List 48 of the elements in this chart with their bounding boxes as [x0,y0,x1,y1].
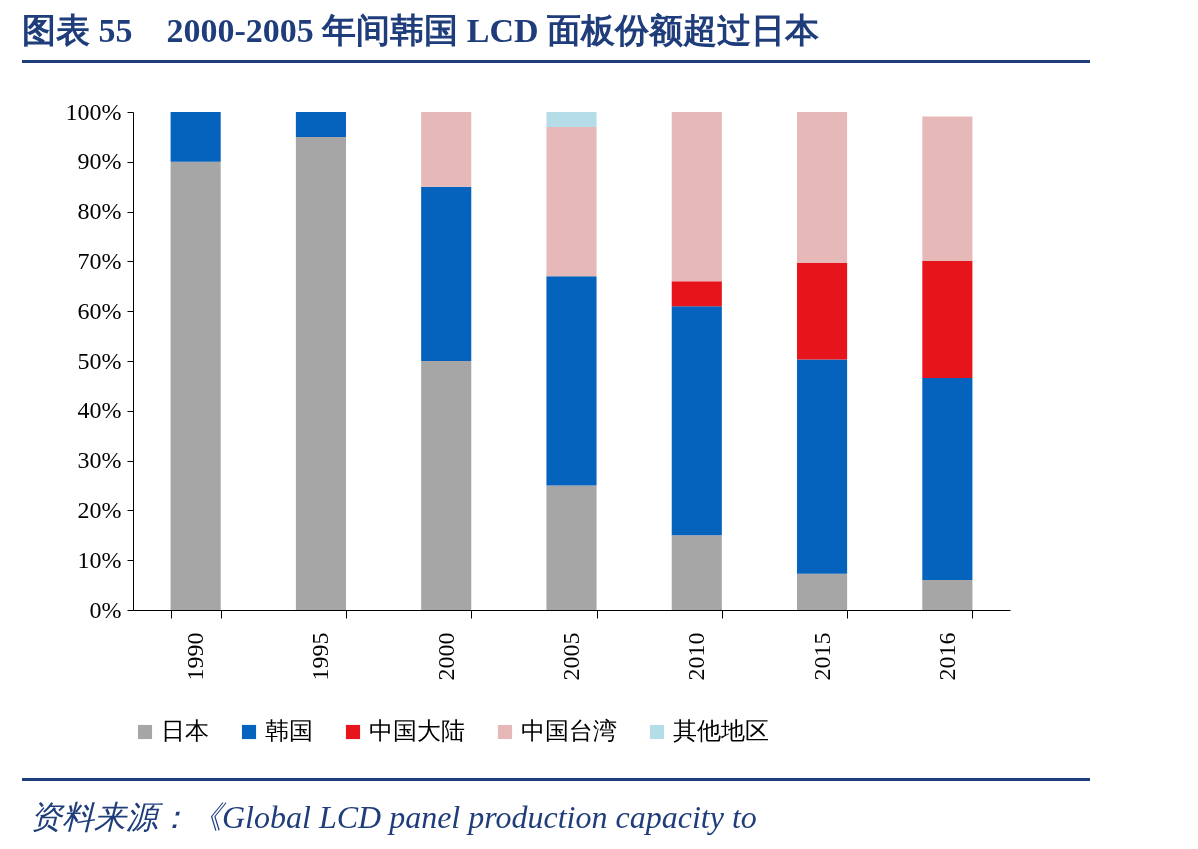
bar [546,112,597,127]
text: 资料来源：《Global LCD panel production capacity to [30,798,757,837]
x-tick-label: 2010 [683,632,710,681]
y-tick-label: 60% [77,297,122,324]
chart-title: 图表 55 2000-2005 年间韩国 LCD 面板份额超过日本 [22,11,820,51]
bar [922,580,973,610]
x-tick-label: 2016 [933,632,960,681]
bar [671,306,722,536]
bar [922,377,973,581]
bar [797,573,848,610]
bar [797,112,848,263]
y-tick-label: 80% [77,198,122,225]
y-tick-label: 40% [77,397,122,424]
bar [421,112,472,187]
legend-label: 其他地区 [673,717,769,745]
legend-label: 日本 [161,717,209,745]
legend-label: 中国台湾 [521,717,617,745]
y-tick-label: 10% [77,546,122,573]
bar [295,112,346,137]
bar [797,262,848,360]
y-tick-label: 90% [77,148,122,175]
bar [421,186,472,361]
y-tick-label: 70% [77,247,122,274]
y-tick-label: 50% [77,347,122,374]
y-tick-label: 30% [77,447,122,474]
y-tick-label: 0% [89,596,122,623]
bar [671,281,722,307]
x-tick-label: 1990 [182,632,209,681]
x-tick-label: 2015 [808,632,835,681]
bar [295,136,346,610]
bar [671,535,722,610]
bar [922,260,973,378]
bar [922,116,973,261]
bar [170,161,221,610]
x-tick-label: 1995 [307,632,334,681]
legend-label: 韩国 [265,717,313,745]
bar [421,361,472,610]
legend-label: 中国大陆 [369,717,465,745]
x-tick-label: 2005 [558,632,584,681]
x-tick-label: 2000 [432,632,459,681]
bar [546,485,597,610]
y-tick-label: 20% [77,496,122,523]
bar [170,112,221,162]
bar [797,359,848,574]
bar [546,276,597,486]
bar [546,126,597,277]
y-tick-label: 100% [65,98,122,125]
bar [671,112,722,282]
